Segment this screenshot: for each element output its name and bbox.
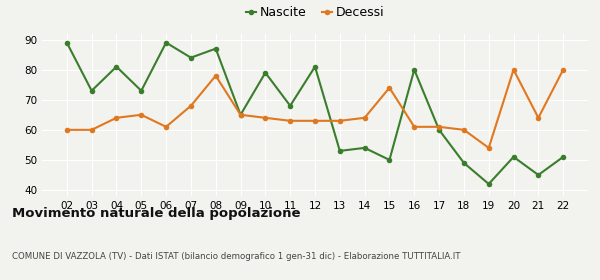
Nascite [262, 71, 269, 74]
Nascite [113, 65, 120, 68]
Nascite [287, 104, 294, 108]
Nascite [336, 149, 343, 153]
Decessi [137, 113, 145, 116]
Nascite [311, 65, 319, 68]
Nascite [460, 161, 467, 165]
Decessi [460, 128, 467, 132]
Decessi [386, 86, 393, 89]
Decessi [163, 125, 170, 129]
Line: Decessi: Decessi [64, 67, 566, 151]
Nascite [485, 182, 493, 186]
Decessi [187, 104, 194, 108]
Decessi [88, 128, 95, 132]
Decessi [212, 74, 220, 77]
Decessi [485, 146, 493, 150]
Decessi [361, 116, 368, 120]
Nascite [535, 173, 542, 177]
Nascite [163, 41, 170, 44]
Nascite [410, 68, 418, 71]
Nascite [137, 89, 145, 92]
Legend: Nascite, Decessi: Nascite, Decessi [241, 1, 389, 24]
Nascite [63, 41, 70, 44]
Decessi [510, 68, 517, 71]
Decessi [535, 116, 542, 120]
Decessi [336, 119, 343, 122]
Line: Nascite: Nascite [64, 40, 566, 187]
Text: Movimento naturale della popolazione: Movimento naturale della popolazione [12, 207, 301, 220]
Decessi [436, 125, 443, 129]
Decessi [311, 119, 319, 122]
Decessi [63, 128, 70, 132]
Nascite [361, 146, 368, 150]
Nascite [237, 113, 244, 116]
Nascite [187, 56, 194, 59]
Decessi [560, 68, 567, 71]
Decessi [410, 125, 418, 129]
Decessi [262, 116, 269, 120]
Nascite [560, 155, 567, 158]
Text: COMUNE DI VAZZOLA (TV) - Dati ISTAT (bilancio demografico 1 gen-31 dic) - Elabor: COMUNE DI VAZZOLA (TV) - Dati ISTAT (bil… [12, 252, 461, 261]
Nascite [510, 155, 517, 158]
Nascite [88, 89, 95, 92]
Nascite [212, 47, 220, 50]
Decessi [237, 113, 244, 116]
Nascite [436, 128, 443, 132]
Decessi [287, 119, 294, 122]
Decessi [113, 116, 120, 120]
Nascite [386, 158, 393, 162]
